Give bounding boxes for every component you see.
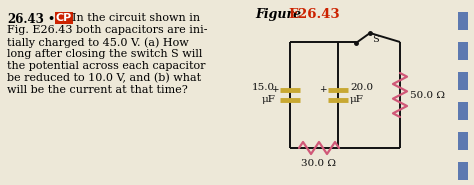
Text: +: + bbox=[272, 85, 279, 93]
Text: 50.0 Ω: 50.0 Ω bbox=[410, 90, 445, 100]
Bar bbox=[458, 72, 468, 90]
Text: be reduced to 10.0 V, and (b) what: be reduced to 10.0 V, and (b) what bbox=[7, 73, 201, 83]
Text: S: S bbox=[372, 35, 379, 44]
Text: μF: μF bbox=[261, 95, 275, 105]
Text: ••: •• bbox=[47, 13, 61, 24]
Text: tially charged to 45.0 V. (a) How: tially charged to 45.0 V. (a) How bbox=[7, 37, 189, 48]
Text: E26.43: E26.43 bbox=[288, 8, 340, 21]
Text: +: + bbox=[319, 85, 327, 93]
Bar bbox=[458, 12, 468, 30]
Text: CP: CP bbox=[56, 13, 72, 23]
Text: long after closing the switch S will: long after closing the switch S will bbox=[7, 49, 202, 59]
Text: will be the current at that time?: will be the current at that time? bbox=[7, 85, 188, 95]
Bar bbox=[458, 132, 468, 150]
Bar bbox=[458, 102, 468, 120]
Text: Fig. E26.43 both capacitors are ini-: Fig. E26.43 both capacitors are ini- bbox=[7, 25, 208, 35]
Bar bbox=[458, 42, 468, 60]
Text: 26.43: 26.43 bbox=[7, 13, 44, 26]
Text: μF: μF bbox=[350, 95, 364, 105]
Text: In the circuit shown in: In the circuit shown in bbox=[72, 13, 200, 23]
Text: the potential across each capacitor: the potential across each capacitor bbox=[7, 61, 206, 71]
Text: CP: CP bbox=[56, 13, 74, 26]
Text: Figure: Figure bbox=[255, 8, 306, 21]
Text: 15.0: 15.0 bbox=[252, 83, 275, 92]
Text: 30.0 Ω: 30.0 Ω bbox=[301, 159, 337, 168]
Bar bbox=[458, 162, 468, 180]
Text: 20.0: 20.0 bbox=[350, 83, 373, 92]
